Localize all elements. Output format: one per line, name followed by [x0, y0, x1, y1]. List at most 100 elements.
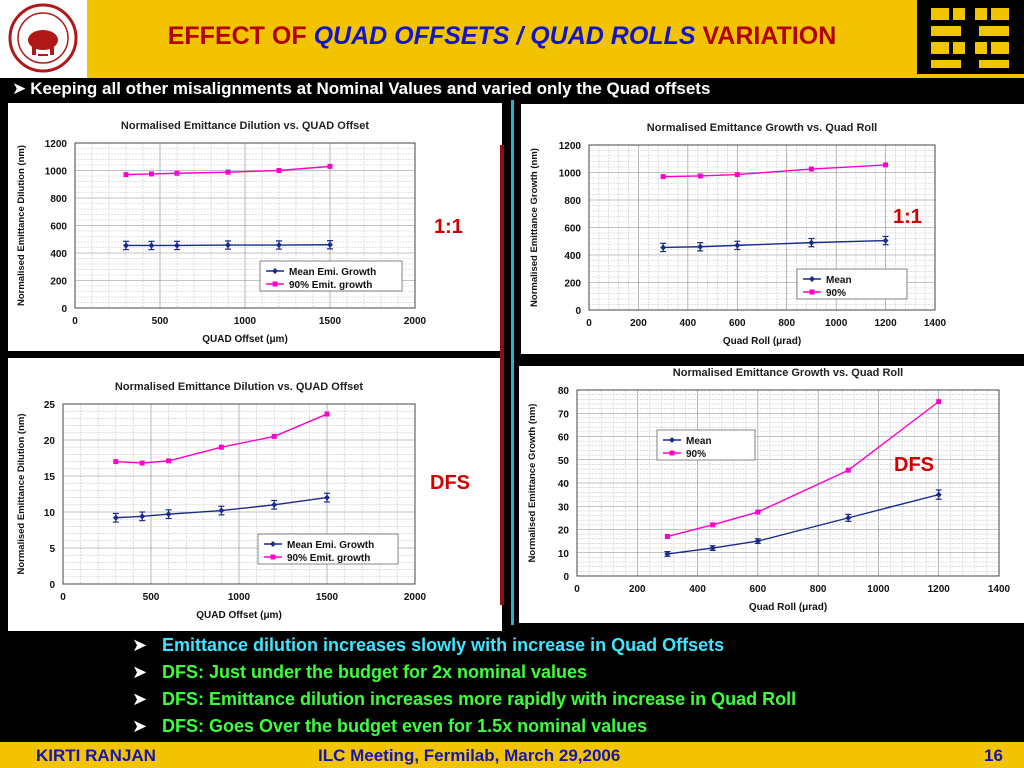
series-line-0 — [115, 496, 328, 519]
data-point — [174, 242, 180, 249]
y-axis-label: Normalised Emittance Growth (nm) — [527, 404, 538, 563]
y-tick-label: 1200 — [559, 141, 582, 152]
data-point — [166, 458, 172, 464]
y-tick-label: 60 — [558, 433, 570, 444]
y-tick-label: 400 — [564, 251, 581, 262]
data-point — [808, 239, 815, 246]
data-point — [271, 433, 277, 439]
y-tick-label: 30 — [558, 502, 570, 513]
x-tick-label: 1400 — [924, 318, 947, 329]
y-tick-label: 0 — [575, 306, 581, 317]
x-tick-label: 800 — [778, 318, 795, 329]
data-point — [845, 467, 851, 473]
x-tick-label: 800 — [810, 584, 827, 595]
data-point — [697, 173, 703, 179]
y-axis-label: Normalised Emittance Dilution (nm) — [16, 145, 27, 306]
x-tick-label: 1200 — [874, 318, 897, 329]
legend-marker — [272, 268, 278, 274]
plot-area — [588, 144, 936, 311]
data-point — [327, 163, 333, 169]
y-tick-label: 20 — [44, 436, 56, 447]
footer: KIRTI RANJAN ILC Meeting, Fermilab, Marc… — [0, 742, 1024, 768]
legend-marker — [270, 554, 276, 560]
arrow-bullet-icon: ➤ — [12, 79, 27, 98]
y-tick-label: 40 — [558, 479, 570, 490]
chart-roll-1to1: Normalised Emittance Growth vs. Quad Rol… — [529, 122, 947, 347]
data-point — [882, 237, 889, 244]
y-tick-label: 80 — [558, 386, 570, 397]
data-point — [174, 170, 180, 176]
bullet-item: ➤ DFS: Just under the budget for 2x nomin… — [132, 659, 796, 686]
x-tick-label: 0 — [574, 584, 580, 595]
x-tick-label: 500 — [143, 592, 160, 603]
chart-panel-bottom-right: Normalised Emittance Growth vs. Quad Rol… — [519, 366, 1024, 623]
y-tick-label: 25 — [44, 400, 56, 411]
y-tick-label: 0 — [49, 580, 55, 591]
chart-roll-dfs: Normalised Emittance Growth vs. Quad Rol… — [527, 367, 1011, 613]
bullet-item: ➤ Emittance dilution increases slowly wit… — [132, 632, 796, 659]
x-tick-label: 1500 — [319, 316, 342, 327]
x-tick-label: 200 — [629, 584, 646, 595]
data-point — [327, 241, 333, 248]
chart-panel-top-left: Normalised Emittance Dilution vs. QUAD O… — [8, 103, 502, 351]
legend-label: 90% Emit. growth — [289, 280, 372, 291]
legend-marker — [669, 450, 675, 456]
page-title: EFFECT OF QUAD OFFSETS / QUAD ROLLS VARI… — [167, 22, 837, 50]
subtitle: ➤ Keeping all other misalignments at Nomi… — [12, 79, 711, 98]
data-point — [697, 243, 704, 250]
y-tick-label: 800 — [564, 196, 581, 207]
arrow-bullet-icon: ➤ — [132, 689, 148, 709]
x-tick-label: 200 — [630, 318, 647, 329]
legend-marker — [809, 289, 815, 295]
chart-panel-bottom-left: Normalised Emittance Dilution vs. QUAD O… — [8, 358, 502, 631]
divider-cyan — [511, 100, 514, 625]
y-tick-label: 600 — [50, 222, 67, 233]
x-tick-label: 500 — [152, 316, 169, 327]
data-point — [754, 538, 761, 545]
y-tick-label: 1000 — [559, 169, 582, 180]
y-tick-label: 200 — [564, 279, 581, 290]
x-tick-label: 1200 — [928, 584, 951, 595]
data-point — [709, 545, 716, 552]
data-point — [845, 514, 852, 521]
x-axis-label: QUAD Offset (μm) — [202, 334, 288, 345]
data-point — [113, 459, 119, 465]
y-tick-label: 200 — [50, 277, 67, 288]
arrow-bullet-icon: ➤ — [132, 635, 148, 655]
data-point — [660, 174, 666, 180]
y-tick-label: 10 — [558, 549, 570, 560]
legend-label: Mean — [686, 436, 712, 447]
chart-title: Normalised Emittance Growth vs. Quad Rol… — [673, 367, 903, 379]
y-tick-label: 10 — [44, 508, 56, 519]
title-underline — [87, 74, 1024, 78]
legend-label: Mean — [826, 275, 852, 286]
x-tick-label: 400 — [689, 584, 706, 595]
series-line-1 — [115, 413, 328, 464]
legend-box — [796, 268, 908, 300]
legend-label: 90% Emit. growth — [287, 553, 370, 564]
data-point — [139, 513, 146, 520]
x-axis-label: Quad Roll (μrad) — [723, 336, 801, 347]
y-tick-label: 800 — [50, 194, 67, 205]
data-point — [936, 399, 942, 405]
data-point — [324, 494, 330, 501]
x-tick-label: 1000 — [228, 592, 251, 603]
legend-label: 90% — [686, 449, 706, 460]
x-tick-label: 0 — [60, 592, 66, 603]
footer-meeting: ILC Meeting, Fermilab, March 29,2006 — [318, 746, 621, 765]
x-tick-label: 400 — [680, 318, 697, 329]
data-point — [225, 169, 231, 175]
data-point — [225, 242, 231, 249]
y-tick-label: 0 — [61, 304, 67, 315]
data-point — [664, 550, 671, 557]
series-line-0 — [126, 244, 331, 247]
data-point — [883, 162, 889, 168]
data-point — [324, 411, 330, 417]
data-point — [710, 522, 716, 528]
university-seal-logo — [0, 0, 87, 78]
x-tick-label: 0 — [586, 318, 592, 329]
x-axis-label: Quad Roll (μrad) — [749, 602, 827, 613]
y-tick-label: 20 — [558, 526, 570, 537]
data-point — [664, 533, 670, 539]
legend-marker — [270, 541, 276, 547]
